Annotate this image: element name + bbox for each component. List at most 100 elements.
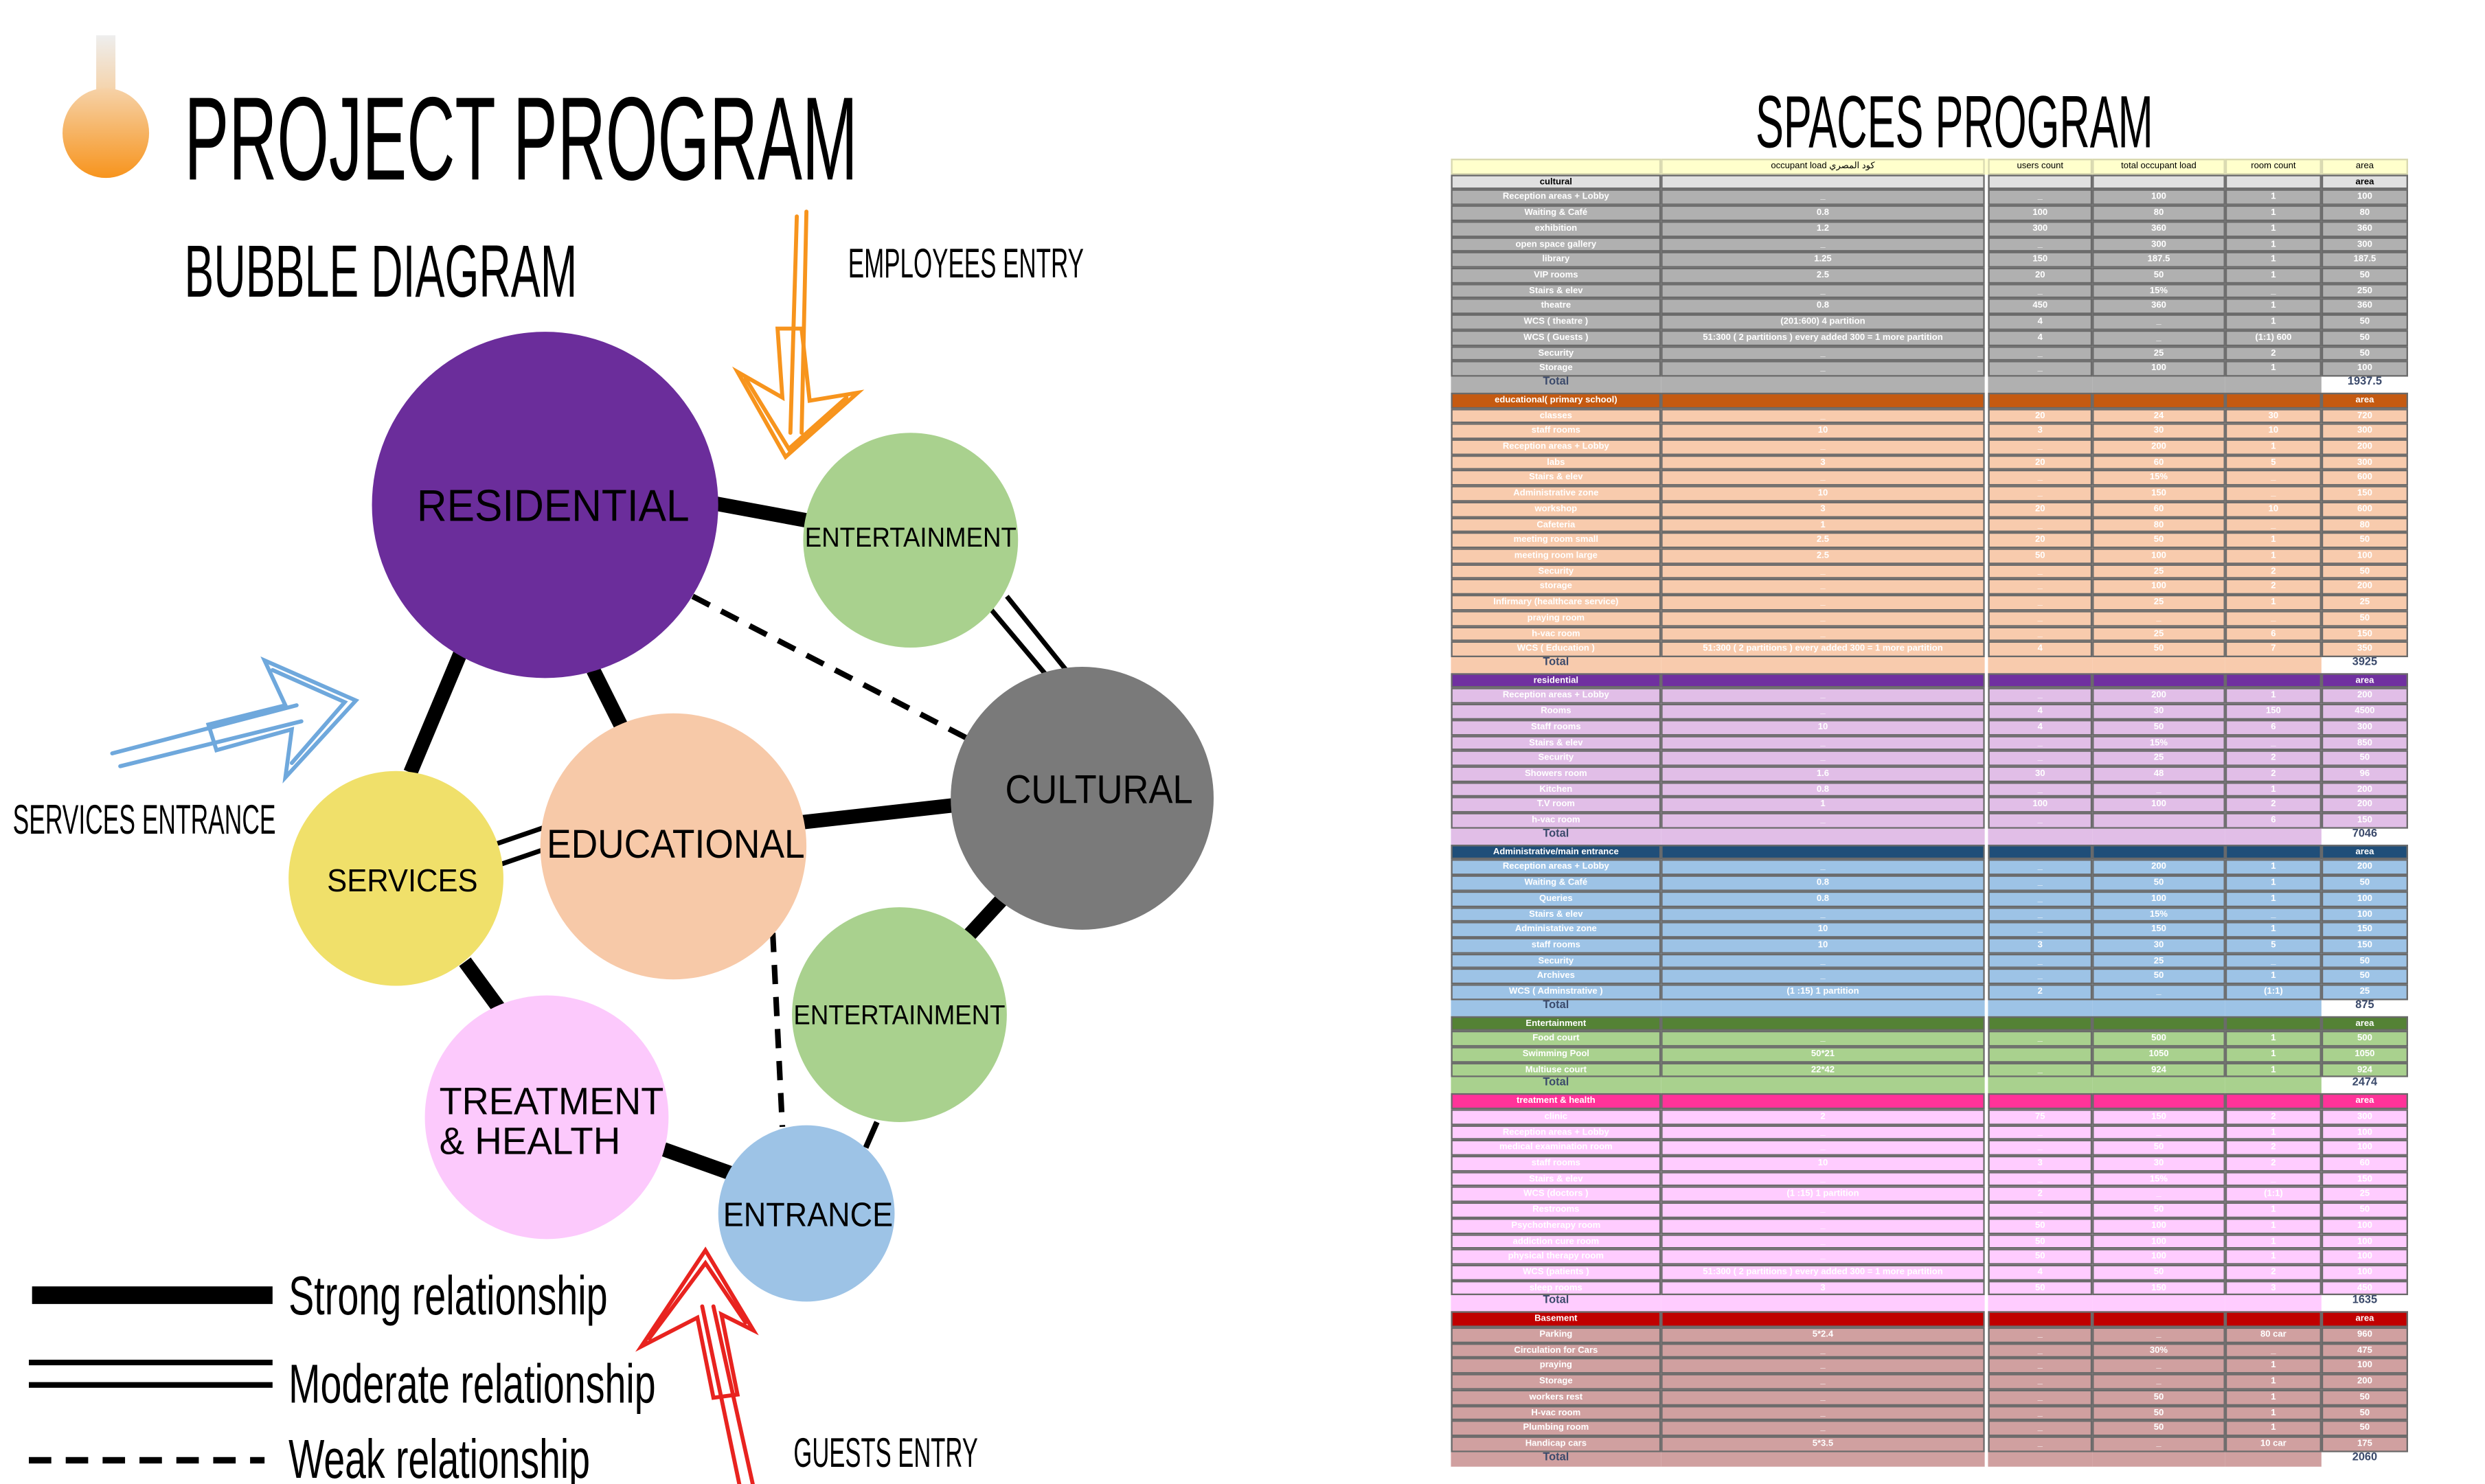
bubble-services: SERVICES [288, 770, 503, 986]
total-occupant-load-cell: 50 [2092, 1389, 2225, 1405]
total-occupant-load-cell: 50 [2092, 968, 2225, 985]
users-count-cell [1988, 1311, 2093, 1327]
area-cell: 50 [2321, 267, 2408, 284]
table-row: Security _ _ 25 _ 50 [1451, 953, 2408, 969]
users-count-cell [1988, 1015, 2093, 1031]
room-count-cell: 3 [2225, 1280, 2322, 1297]
table-row: Waiting & Café 0.8 _ 50 1 50 [1451, 875, 2408, 891]
occupant-load-cell: 3 [1661, 455, 1985, 470]
area-cell: 96 [2321, 766, 2408, 782]
occupant-load-cell: _ [1661, 579, 1985, 595]
room-count-cell [2225, 828, 2322, 845]
room-count-cell: 1 [2225, 891, 2322, 906]
table-row: WCS (doctors ) (1 :15) 1 partition 2 _ (1:1)… [1451, 1187, 2408, 1203]
total-occupant-load-cell: 200 [2092, 688, 2225, 705]
space-name-cell: theatre [1451, 299, 1661, 315]
space-name-cell: staff rooms [1451, 423, 1661, 440]
space-name-cell: T.V room [1451, 797, 1661, 813]
table-row: Reception areas + Lobby _ _ _ 1 100 [1451, 1124, 2408, 1141]
total-occupant-load-cell: 80 [2092, 205, 2225, 221]
space-name-cell: Waiting & Café [1451, 875, 1661, 891]
users-count-cell: _ [1988, 688, 2093, 705]
room-count-cell: 2 [2225, 751, 2322, 766]
gap-cell [1984, 657, 1988, 673]
room-count-cell: 2 [2225, 766, 2322, 782]
total-occupant-load-cell: 50 [2092, 1404, 2225, 1421]
occupant-load-cell: 2.5 [1661, 548, 1985, 564]
room-count-cell: 5 [2225, 455, 2322, 470]
occupant-load-cell: 5*3.5 [1661, 1436, 1985, 1452]
total-occupant-load-cell: 50 [2092, 641, 2225, 658]
section-total-row: Total 875 [1451, 1000, 2408, 1016]
room-count-cell: _ [2225, 906, 2322, 922]
room-count-cell: _ [2225, 735, 2322, 751]
total-occupant-load-cell: 50 [2092, 1140, 2225, 1156]
space-name-cell: meeting room small [1451, 532, 1661, 549]
room-count-cell [2225, 1296, 2322, 1312]
room-count-cell: 1 [2225, 314, 2322, 330]
strong-line [459, 957, 506, 1014]
area-cell: area [2321, 1311, 2408, 1327]
space-name-cell: Stairs & elev [1451, 283, 1661, 299]
space-name-cell: exhibition [1451, 220, 1661, 237]
occupant-load-cell [1661, 1451, 1985, 1468]
area-cell: 50 [2321, 314, 2408, 330]
space-name-cell: Administrative zone [1451, 486, 1661, 502]
users-count-cell: _ [1988, 812, 2093, 829]
total-occupant-load-cell: _ [2092, 314, 2225, 330]
occupant-load-cell: _ [1661, 610, 1985, 626]
gap-cell [1984, 345, 1988, 361]
occupant-load-cell: _ [1661, 361, 1985, 377]
area-cell: 100 [2321, 1140, 2408, 1156]
total-occupant-load-cell: _ [2092, 1124, 2225, 1141]
occupant-load-cell: _ [1661, 1218, 1985, 1234]
room-count-cell [2225, 1451, 2322, 1468]
total-occupant-load-cell: _ [2092, 984, 2225, 1001]
gap-cell [1984, 1296, 1988, 1312]
section-header-row: Administrative/main entrance area [1451, 844, 2408, 860]
occupant-load-cell [1661, 1015, 1985, 1031]
bubble-label: ENTERTAINMENT [793, 1001, 1005, 1031]
room-count-cell: 10 [2225, 423, 2322, 440]
gap-cell [1984, 1280, 1988, 1297]
users-count-cell: _ [1988, 735, 2093, 751]
room-count-cell: 1 [2225, 1373, 2322, 1390]
users-count-cell: _ [1988, 1327, 2093, 1343]
users-count-cell: _ [1988, 1124, 2093, 1141]
space-name-cell: treatment & health [1451, 1093, 1661, 1109]
users-count-cell: _ [1988, 361, 2093, 377]
table-row: WCS ( Adminstrative ) (1 :15) 1 partition… [1451, 984, 2408, 1001]
users-count-cell: _ [1988, 1404, 2093, 1421]
space-name-cell: Total [1451, 657, 1661, 673]
space-name-cell: workshop [1451, 501, 1661, 517]
area-cell: 360 [2321, 299, 2408, 315]
area-cell: 50 [2321, 1420, 2408, 1437]
gap-cell [1984, 1077, 1988, 1094]
area-cell: 475 [2321, 1343, 2408, 1358]
occupant-load-cell [1661, 672, 1985, 689]
room-count-cell [2225, 392, 2322, 409]
space-name-cell: Stairs & elev [1451, 1171, 1661, 1187]
area-cell: 100 [2321, 1218, 2408, 1234]
table-row: Archives _ _ 50 1 50 [1451, 968, 2408, 985]
area-cell: 80 [2321, 516, 2408, 533]
space-name-cell: Basement [1451, 1311, 1661, 1327]
occupant-load-cell: _ [1661, 1389, 1985, 1405]
area-cell: 50 [2321, 1202, 2408, 1218]
occupant-load-cell: (1 :15) 1 partition [1661, 1187, 1985, 1203]
table-row: staff rooms 10 3 30 2 60 [1451, 1155, 2408, 1172]
occupant-load-cell: (1 :15) 1 partition [1661, 984, 1985, 1001]
occupant-load-cell: 0.8 [1661, 299, 1985, 315]
area-cell: 150 [2321, 922, 2408, 938]
total-occupant-load-cell [2092, 376, 2225, 393]
space-name-cell: Entertainment [1451, 1015, 1661, 1031]
table-row: medical examination room _ _ 50 2 100 [1451, 1140, 2408, 1156]
occupant-load-cell [1661, 1077, 1985, 1094]
column-header-users-count: users count [1988, 159, 2093, 174]
area-cell: 450 [2321, 1280, 2408, 1297]
total-occupant-load-cell: 100 [2092, 797, 2225, 813]
users-count-cell [1988, 672, 2093, 689]
occupant-load-cell: _ [1661, 626, 1985, 642]
total-occupant-load-cell: 50 [2092, 1420, 2225, 1437]
room-count-cell: 1 [2225, 595, 2322, 610]
